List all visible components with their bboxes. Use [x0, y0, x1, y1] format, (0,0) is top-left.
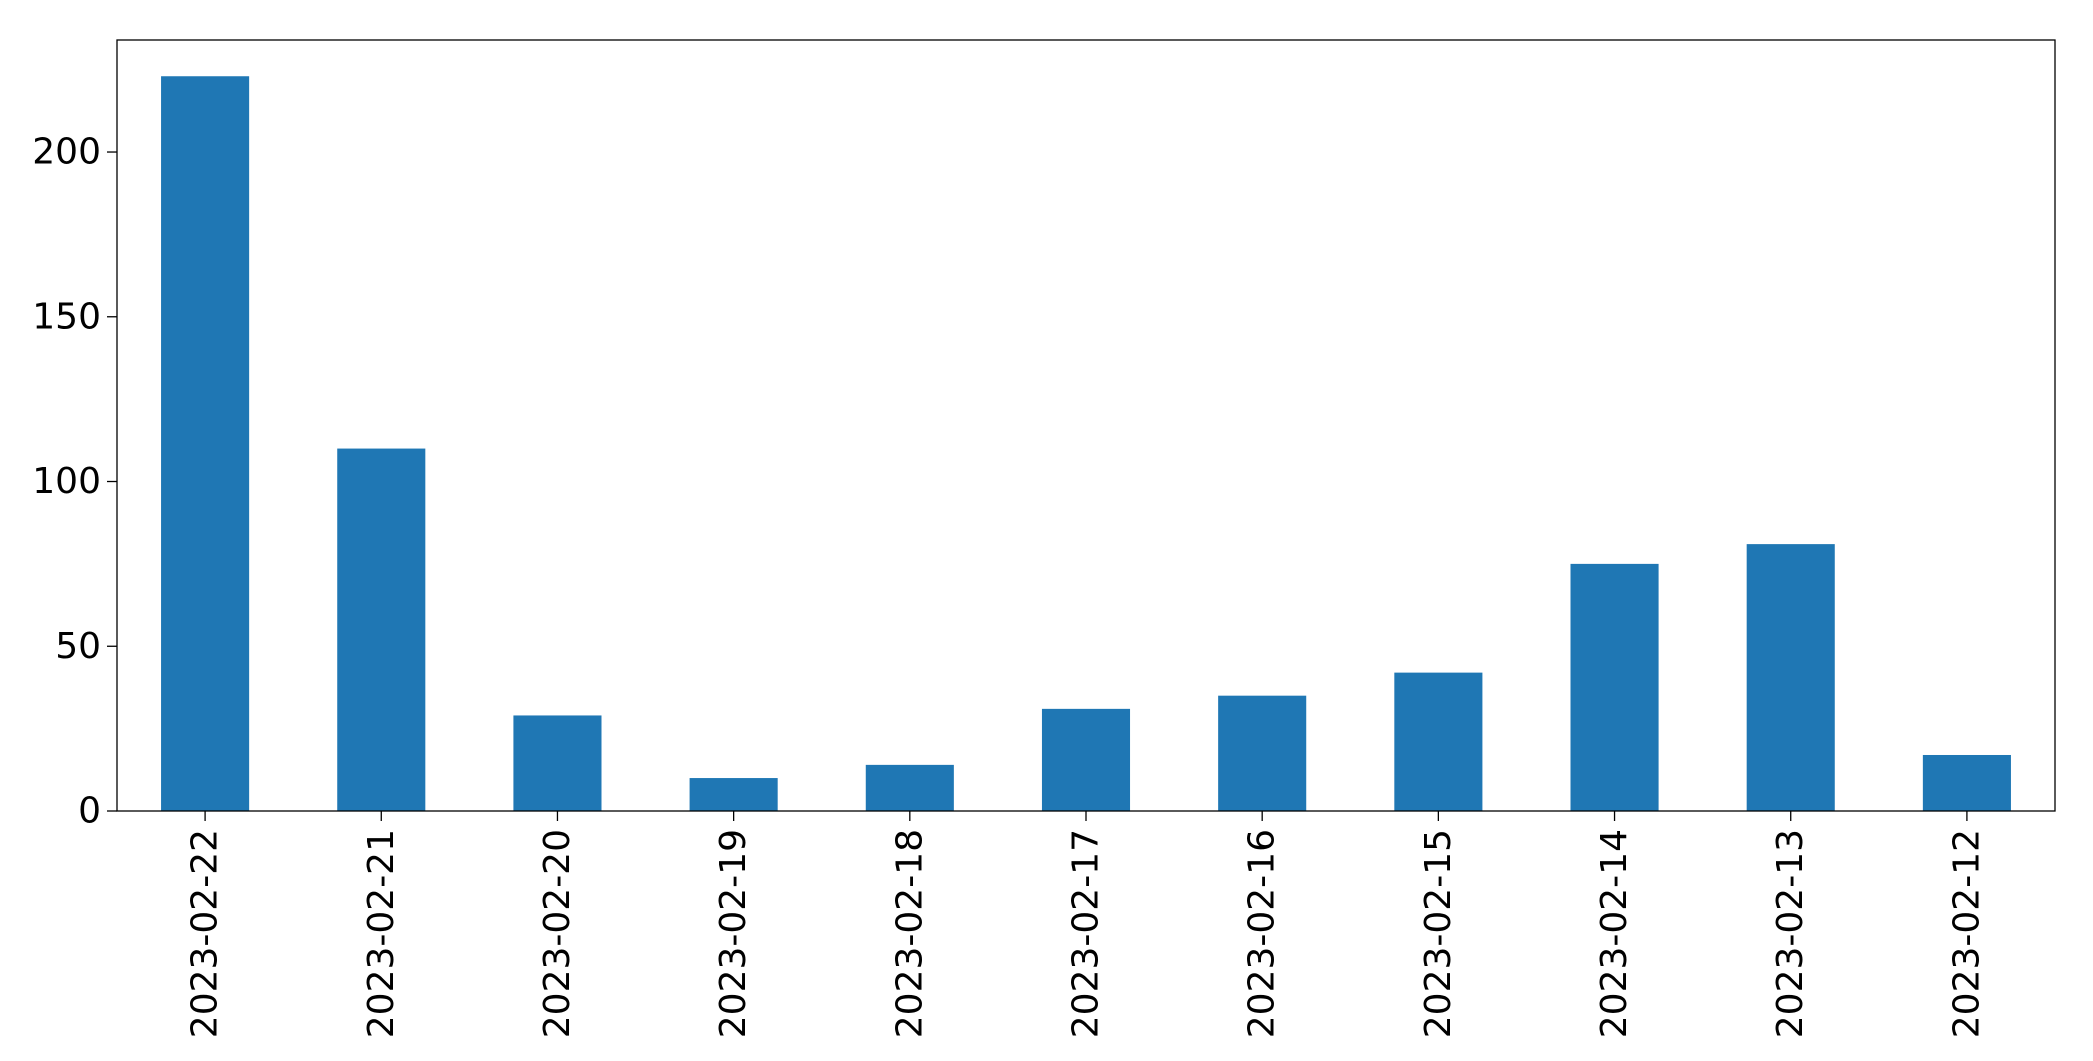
x-tick-label: 2023-02-20 [537, 829, 578, 1038]
bar-2023-02-19 [689, 778, 778, 811]
y-tick-label: 0 [78, 791, 101, 832]
x-axis: 2023-02-22 2023-02-21 2023-02-20 2023-02-19… [185, 811, 1987, 1038]
bar-2023-02-20 [513, 715, 602, 811]
bar-2023-02-15 [1394, 672, 1483, 811]
x-tick-label: 2023-02-22 [185, 829, 226, 1038]
bar-2023-02-18 [865, 764, 954, 811]
bar-2023-02-22 [161, 76, 250, 812]
x-tick-label: 2023-02-12 [1946, 829, 1987, 1038]
y-axis: 0 50 100 150 200 [32, 132, 117, 832]
bar-2023-02-12 [1922, 754, 2011, 811]
bar-2023-02-14 [1570, 563, 1659, 811]
bar-2023-02-16 [1218, 695, 1307, 811]
y-tick-label: 150 [32, 296, 101, 337]
bar-2023-02-21 [337, 448, 426, 811]
x-tick-label: 2023-02-17 [1066, 829, 1107, 1038]
x-tick-label: 2023-02-14 [1594, 829, 1635, 1038]
y-tick-label: 50 [55, 626, 101, 667]
x-tick-label: 2023-02-18 [889, 829, 930, 1038]
x-tick-label: 2023-02-21 [361, 829, 402, 1038]
y-tick-label: 100 [32, 461, 101, 502]
x-tick-label: 2023-02-16 [1242, 829, 1283, 1038]
x-tick-label: 2023-02-15 [1418, 829, 1459, 1038]
bars-layer [161, 76, 2011, 812]
x-tick-label: 2023-02-13 [1770, 829, 1811, 1038]
plot-area-frame [116, 39, 2056, 812]
bar-2023-02-17 [1041, 708, 1131, 811]
y-tick-label: 200 [32, 132, 101, 173]
x-tick-label: 2023-02-19 [713, 829, 754, 1038]
bar-2023-02-13 [1746, 544, 1835, 811]
